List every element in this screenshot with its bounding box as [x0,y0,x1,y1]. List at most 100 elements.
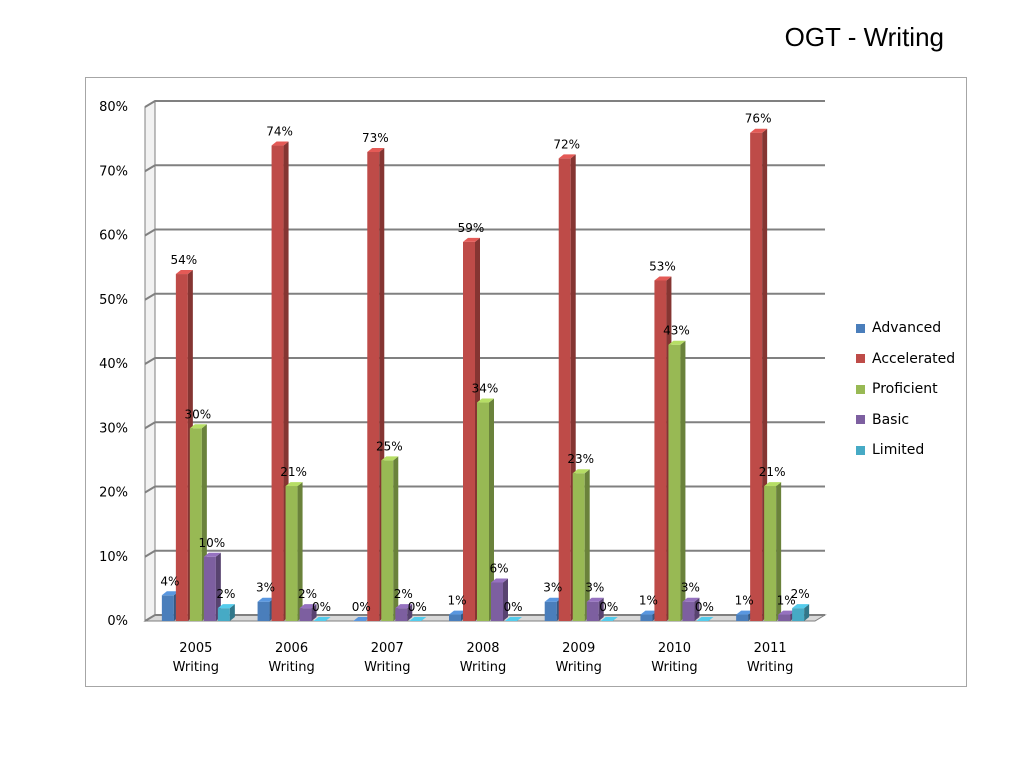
x-tick-label: Writing [364,660,410,675]
bar-top [161,591,179,596]
x-tick-label: 2007 [371,641,404,656]
y-tick-label: 60% [99,229,128,244]
y-tick-label: 0% [107,614,128,629]
bar-top [491,578,508,583]
bar-top [505,617,522,621]
x-tick-label: Writing [747,660,793,675]
bar-side [776,482,782,621]
data-label: 1% [447,594,466,608]
x-tick-label: Writing [555,660,601,675]
bar-top [572,469,590,474]
bar [668,344,681,621]
bar [381,460,394,621]
bar-top [544,597,562,602]
legend-item: Limited [856,435,955,466]
legend-item: Basic [856,405,955,436]
data-label: 53% [649,259,676,273]
gridline [144,228,825,237]
legend-swatch [856,445,865,455]
data-label: 10% [199,536,226,550]
bar [586,601,599,621]
bar-side [229,604,235,621]
bar-top [736,610,754,615]
data-label: 3% [543,581,562,595]
data-label: 2% [791,587,810,601]
data-label: 73% [362,131,389,145]
data-label: 3% [681,581,700,595]
legend-label: Advanced [872,320,942,337]
bar-side [598,597,604,621]
bar-top [395,604,413,609]
bar [778,614,791,621]
bar [640,614,653,621]
data-label: 3% [585,581,604,595]
x-tick-label: Writing [651,660,697,675]
chart-title: OGT - Writing [784,22,944,52]
bar-side [804,604,810,621]
bar-top [203,552,221,557]
bar [217,608,230,621]
bar-top [558,154,576,159]
gridline [144,100,825,108]
x-tick-label: 2005 [179,641,212,656]
legend-item: Accelerated [856,344,955,375]
gridline [144,292,825,301]
legend-label: Proficient [872,381,938,398]
legend-swatch [856,354,865,364]
bar [367,151,380,621]
bar [572,473,585,621]
legend-swatch [856,415,865,425]
bar [544,601,557,621]
data-label: 0% [408,600,427,614]
bar-top [600,617,618,621]
x-tick-label: 2006 [275,641,308,656]
data-label: 59% [458,221,485,235]
bar-top [409,617,427,621]
x-tick-label: Writing [268,660,314,675]
bar [654,280,667,621]
data-label: 34% [472,382,499,396]
data-label: 0% [312,600,331,614]
bar [395,608,408,621]
y-tick-label: 50% [99,293,128,308]
bar-side [584,469,590,621]
bar-top [477,398,494,403]
bar [449,614,461,621]
bar-side [407,604,413,621]
y-tick-label: 20% [99,486,128,501]
bar-top [175,270,193,275]
chart-area [85,77,967,687]
bar [792,608,805,621]
bar-top [764,482,782,487]
bar-top [778,610,796,615]
x-tick-label: Writing [173,660,219,675]
bar-top [586,597,604,602]
data-label: 0% [352,600,371,614]
bar-top [463,237,480,242]
data-label: 72% [553,137,580,151]
data-label: 4% [160,574,179,588]
bar-top [313,617,331,621]
data-label: 43% [663,324,690,338]
legend-label: Basic [872,411,910,428]
bar-side [393,456,399,621]
bar-side [503,578,508,621]
legend-swatch [856,384,865,394]
legend-item: Proficient [856,374,955,405]
data-label: 0% [503,600,522,614]
bar-top [353,617,371,621]
y-tick-label: 80% [99,100,128,115]
y-tick-label: 40% [99,357,128,372]
bar [764,486,777,621]
bar [299,608,312,621]
bar-side [489,398,494,621]
data-label: 54% [171,253,198,267]
bar [189,428,202,621]
data-label: 6% [489,561,508,575]
bar-top [668,340,686,345]
data-label: 0% [599,600,618,614]
bar [736,614,749,621]
x-tick-label: Writing [460,660,506,675]
x-tick-label: 2010 [658,641,691,656]
